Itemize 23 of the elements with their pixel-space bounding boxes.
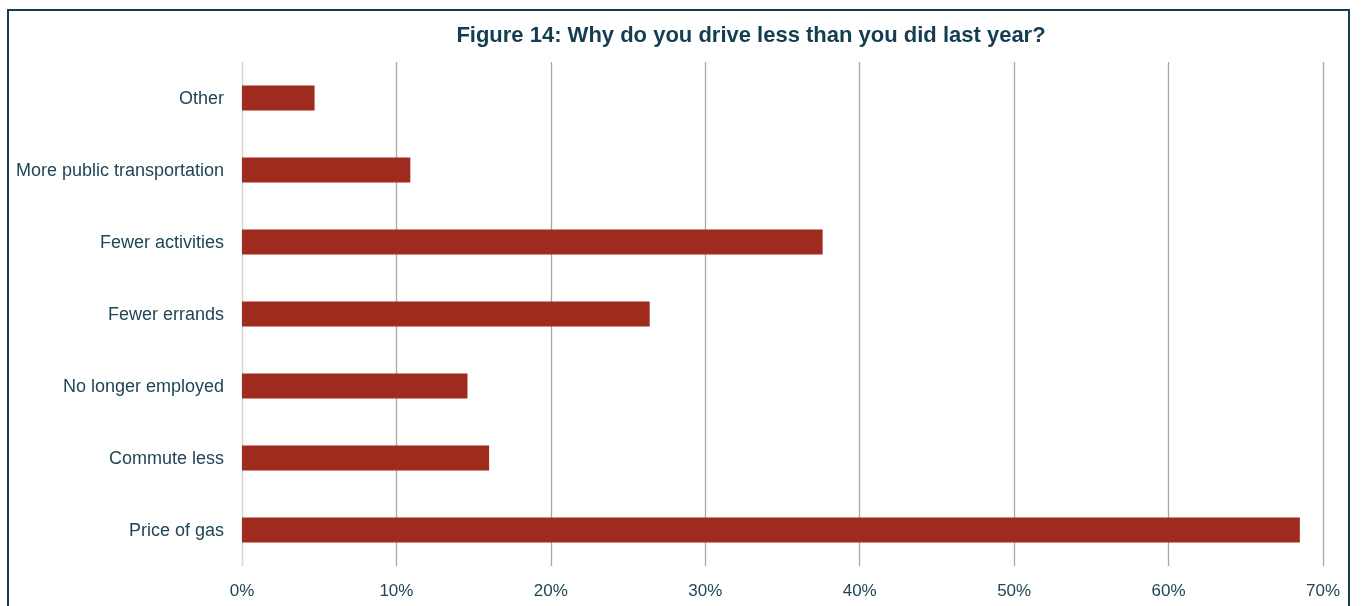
x-tick-label: 70% xyxy=(1305,581,1341,600)
bar xyxy=(242,373,468,399)
y-tick-label: More public transportation xyxy=(15,160,224,180)
bar xyxy=(242,445,490,471)
y-tick-label: Other xyxy=(178,88,224,108)
bar xyxy=(242,157,411,183)
y-tick-label: No longer employed xyxy=(62,376,224,396)
x-tick-label: 40% xyxy=(842,581,877,600)
y-tick-label: Fewer activities xyxy=(99,232,224,252)
bar xyxy=(242,85,315,111)
bar xyxy=(242,517,1300,543)
bar xyxy=(242,301,650,327)
x-tick-label: 60% xyxy=(1151,581,1186,600)
x-tick-label: 0% xyxy=(229,581,255,600)
y-tick-label: Commute less xyxy=(108,448,224,468)
x-tick-label: 20% xyxy=(533,581,568,600)
chart-title: Figure 14: Why do you drive less than you did last year? xyxy=(456,21,1046,47)
bar xyxy=(242,229,823,255)
x-tick-label: 50% xyxy=(997,581,1032,600)
y-tick-label: Price of gas xyxy=(128,520,224,540)
x-tick-label: 10% xyxy=(379,581,414,600)
y-tick-label: Fewer errands xyxy=(107,304,224,324)
x-tick-label: 30% xyxy=(688,581,723,600)
